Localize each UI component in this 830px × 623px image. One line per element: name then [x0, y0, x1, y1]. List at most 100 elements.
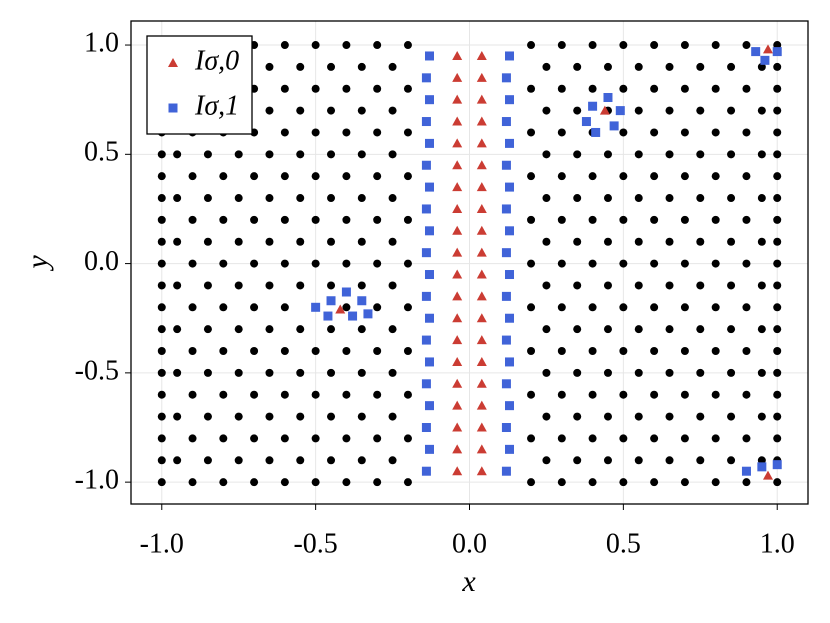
circle-point: [711, 259, 720, 268]
circle-point: [234, 456, 243, 465]
circle-point: [542, 412, 551, 421]
square-point: [326, 296, 336, 306]
circle-point: [603, 456, 612, 465]
circle-point: [296, 281, 305, 290]
circle-point: [357, 325, 366, 334]
circle-point: [527, 215, 536, 224]
square-point: [505, 182, 515, 192]
square-point: [505, 313, 515, 323]
square-point: [424, 313, 434, 323]
circle-point: [234, 237, 243, 246]
circle-point: [634, 194, 643, 203]
y-tick-label: 0.0: [84, 246, 119, 277]
triangle-point: [476, 160, 487, 170]
circle-point: [773, 128, 782, 137]
circle-point: [727, 412, 736, 421]
circle-point: [188, 390, 197, 399]
circle-point: [327, 106, 336, 115]
circle-point: [327, 368, 336, 377]
circle-point: [296, 412, 305, 421]
triangle-point: [452, 313, 463, 323]
triangle-point: [599, 105, 610, 115]
circle-point: [327, 150, 336, 159]
square-point: [591, 127, 601, 137]
circle-point: [342, 259, 351, 268]
circle-point: [342, 215, 351, 224]
circle-point: [527, 172, 536, 181]
circle-point: [403, 172, 412, 181]
x-tick-label: 0.5: [606, 528, 641, 559]
circle-point: [265, 106, 274, 115]
x-tick-label: 1.0: [760, 528, 795, 559]
circle-point: [573, 237, 582, 246]
triangle-point: [168, 58, 178, 67]
triangle-point: [452, 335, 463, 345]
circle-point: [250, 434, 259, 443]
circle-point: [373, 390, 382, 399]
triangle-point: [476, 182, 487, 192]
circle-point: [542, 325, 551, 334]
circle-point: [388, 281, 397, 290]
circle-point: [727, 281, 736, 290]
square-point: [421, 248, 431, 258]
circle-point: [280, 303, 289, 312]
circle-point: [619, 215, 628, 224]
triangle-point: [476, 269, 487, 279]
circle-point: [542, 456, 551, 465]
triangle-point: [476, 50, 487, 60]
circle-point: [619, 84, 628, 93]
square-point: [323, 311, 333, 321]
circle-point: [742, 478, 751, 487]
circle-point: [280, 390, 289, 399]
square-point: [760, 55, 770, 65]
triangle-point: [335, 304, 346, 314]
circle-point: [588, 41, 597, 50]
square-point: [421, 291, 431, 301]
circle-point: [773, 412, 782, 421]
circle-point: [357, 150, 366, 159]
square-point: [501, 466, 511, 476]
circle-point: [357, 281, 366, 290]
circle-point: [173, 325, 182, 334]
circle-point: [742, 259, 751, 268]
circle-point: [203, 194, 212, 203]
circle-point: [680, 347, 689, 356]
square-point: [588, 101, 598, 111]
square-point: [424, 357, 434, 367]
x-tick-label: 0.0: [452, 528, 487, 559]
circle-point: [665, 368, 674, 377]
circle-point: [634, 237, 643, 246]
circle-point: [250, 215, 259, 224]
circle-point: [342, 478, 351, 487]
circle-point: [711, 172, 720, 181]
circle-point: [327, 194, 336, 203]
circle-point: [773, 237, 782, 246]
circle-point: [373, 84, 382, 93]
circle-point: [265, 368, 274, 377]
circle-point: [188, 215, 197, 224]
triangle-point: [476, 247, 487, 257]
circle-point: [280, 84, 289, 93]
circle-point: [757, 194, 766, 203]
circle-point: [157, 259, 166, 268]
circle-point: [696, 106, 705, 115]
circle-point: [527, 259, 536, 268]
circle-point: [296, 368, 305, 377]
triangle-point: [476, 444, 487, 454]
circle-point: [573, 456, 582, 465]
square-point: [501, 204, 511, 214]
circle-point: [711, 303, 720, 312]
circle-point: [665, 456, 674, 465]
circle-point: [557, 478, 566, 487]
square-point: [501, 248, 511, 258]
circle-point: [173, 194, 182, 203]
circle-point: [742, 41, 751, 50]
circle-point: [188, 347, 197, 356]
square-point: [424, 270, 434, 280]
square-point: [424, 444, 434, 454]
circle-point: [588, 259, 597, 268]
square-point: [421, 423, 431, 433]
circle-point: [527, 347, 536, 356]
circle-point: [219, 259, 228, 268]
circle-point: [250, 172, 259, 181]
